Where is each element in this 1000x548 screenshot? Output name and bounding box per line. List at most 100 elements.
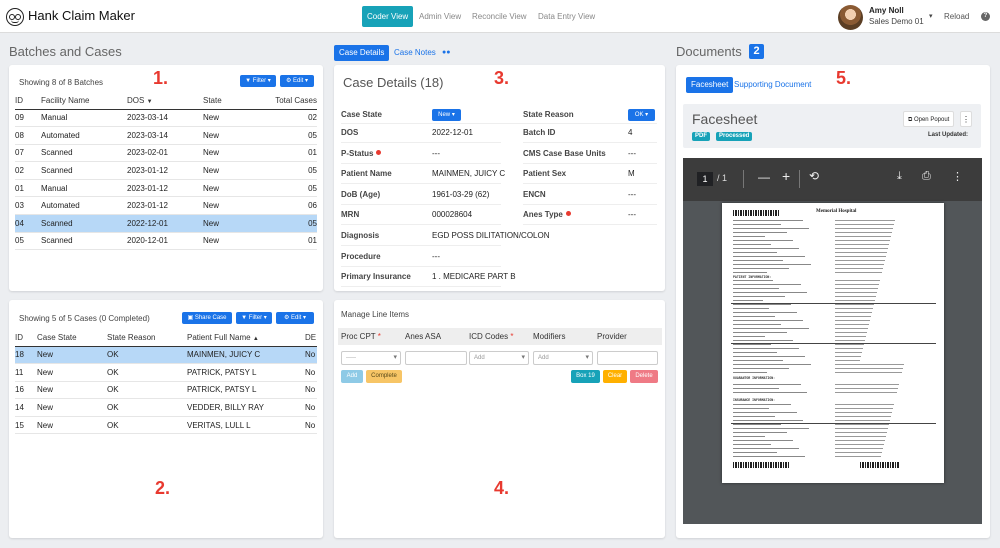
batch-row[interactable]: 07 Scanned 2023-02-01 New 01 bbox=[15, 144, 317, 163]
pdf-text-line bbox=[835, 452, 882, 453]
pdf-text-line bbox=[733, 456, 805, 457]
tab-case-notes[interactable]: Case Notes bbox=[394, 48, 436, 57]
batch-row[interactable]: 02 Scanned 2023-01-12 New 05 bbox=[15, 161, 317, 180]
box19-button[interactable]: Box 19 bbox=[571, 370, 600, 383]
batch-row[interactable]: 09 Manual 2023-03-14 New 02 bbox=[15, 109, 317, 128]
nav-coder-view[interactable]: Coder View bbox=[362, 6, 414, 27]
case-row[interactable]: 11 New OK PATRICK, PATSY L No bbox=[15, 363, 317, 382]
pdf-text-line bbox=[733, 236, 765, 237]
provider-input[interactable] bbox=[597, 351, 658, 365]
row-divider bbox=[341, 162, 501, 164]
icd-codes-select[interactable]: Add bbox=[469, 351, 529, 365]
col-state[interactable]: State bbox=[203, 93, 257, 110]
case-row[interactable]: 15 New OK VERITAS, LULL L No bbox=[15, 416, 317, 435]
col-facility-name[interactable]: Facility Name bbox=[41, 93, 127, 110]
nav-data-entry-view[interactable]: Data Entry View bbox=[538, 12, 596, 21]
pdf-text-line bbox=[835, 448, 883, 449]
batches-heading: Batches and Cases bbox=[9, 44, 122, 59]
batch-id: 03 bbox=[15, 196, 41, 216]
delete-button[interactable]: Delete bbox=[630, 370, 658, 383]
rotate-icon[interactable]: ⟲ bbox=[809, 169, 820, 183]
field-value: MAINMEN, JUICY C bbox=[432, 169, 506, 179]
zoom-in-icon[interactable]: + bbox=[782, 168, 791, 184]
batch-dos: 2020-12-01 bbox=[127, 232, 203, 251]
pdf-page-input[interactable]: 1 bbox=[697, 172, 713, 186]
pdf-text-line bbox=[835, 292, 877, 293]
pdf-text-line bbox=[733, 240, 793, 241]
batch-row[interactable]: 03 Automated 2023-01-12 New 06 bbox=[15, 196, 317, 216]
reload-link[interactable]: Reload bbox=[944, 12, 970, 21]
batch-state: New bbox=[203, 161, 257, 180]
col-de[interactable]: DE bbox=[305, 330, 317, 347]
user-menu-caret-icon[interactable]: ▾ bbox=[929, 13, 933, 20]
line-items-column-header: ICD Codes * bbox=[469, 332, 514, 341]
batch-row[interactable]: 05 Scanned 2020-12-01 New 01 bbox=[15, 232, 317, 251]
pdf-text-line bbox=[835, 228, 893, 229]
cases-edit-button[interactable]: ⚙ Edit ▾ bbox=[276, 312, 314, 324]
batch-row[interactable]: 01 Manual 2023-01-12 New 05 bbox=[15, 179, 317, 198]
required-star-icon: * bbox=[510, 332, 514, 341]
batch-dos: 2023-03-14 bbox=[127, 109, 203, 128]
pdf-text-line bbox=[733, 316, 775, 317]
pdf-more-kebab-icon[interactable]: ⋮ bbox=[952, 171, 963, 183]
batch-dos: 2022-12-01 bbox=[127, 214, 203, 233]
field-value: 1961-03-29 (62) bbox=[432, 189, 490, 199]
tab-supporting-document[interactable]: Supporting Document bbox=[734, 80, 812, 89]
anes-asa-input[interactable] bbox=[405, 351, 467, 365]
pdf-text-line bbox=[835, 420, 890, 421]
col-patient-full-name[interactable]: Patient Full Name ▲ bbox=[187, 330, 305, 347]
modifiers-select[interactable]: Add bbox=[533, 351, 593, 365]
nav-admin-view[interactable]: Admin View bbox=[419, 12, 462, 21]
field-label: ENCN bbox=[523, 189, 546, 199]
open-popout-button[interactable]: ⧉ Open Popout bbox=[903, 111, 955, 127]
pdf-text-line bbox=[733, 444, 771, 445]
batches-filter-button[interactable]: ▼ Filter ▾ bbox=[240, 75, 276, 87]
add-line-button[interactable]: Add bbox=[341, 370, 363, 383]
complete-button[interactable]: Complete bbox=[366, 370, 402, 383]
batches-edit-button[interactable]: ⚙ Edit ▾ bbox=[280, 75, 314, 87]
nav-reconcile-view[interactable]: Reconcile View bbox=[472, 12, 527, 21]
proc-cpt-select[interactable]: ----- bbox=[341, 351, 401, 365]
download-icon[interactable]: ⤓ bbox=[897, 170, 902, 182]
tab-case-details[interactable]: Case Details bbox=[334, 45, 390, 61]
divider bbox=[341, 123, 657, 124]
col-total-cases[interactable]: Total Cases bbox=[257, 93, 317, 110]
case-row[interactable]: 16 New OK PATRICK, PATSY L No bbox=[15, 381, 317, 400]
col-state-reason[interactable]: State Reason bbox=[107, 330, 187, 347]
zoom-out-icon[interactable]: — bbox=[758, 170, 770, 184]
col-case-id[interactable]: ID bbox=[15, 330, 37, 347]
row-divider bbox=[341, 224, 501, 226]
tab-facesheet[interactable]: Facesheet bbox=[686, 77, 734, 93]
batch-row[interactable]: 08 Automated 2023-03-14 New 05 bbox=[15, 126, 317, 145]
pdf-text-line bbox=[835, 280, 880, 281]
batch-facility: Automated bbox=[41, 196, 127, 216]
batch-facility: Scanned bbox=[41, 232, 127, 251]
pdf-text-line bbox=[835, 364, 904, 365]
col-case-state[interactable]: Case State bbox=[37, 330, 107, 347]
case-row[interactable]: 14 New OK VEDDER, BILLY RAY No bbox=[15, 398, 317, 417]
case-state-label: Case State bbox=[341, 110, 382, 119]
print-icon[interactable]: ⎙ bbox=[922, 170, 931, 182]
pdf-text-line bbox=[733, 312, 797, 313]
document-title: Facesheet bbox=[692, 111, 758, 127]
share-case-button[interactable]: ▣ Share Case bbox=[182, 312, 232, 324]
user-avatar[interactable] bbox=[838, 5, 863, 30]
document-menu-kebab-icon[interactable]: ⋮ bbox=[960, 111, 972, 127]
pdf-text-line bbox=[733, 368, 789, 369]
case-row[interactable]: 18 New OK MAINMEN, JUICY C No bbox=[15, 346, 317, 365]
cases-filter-button[interactable]: ▼ Filter ▾ bbox=[236, 312, 272, 324]
case-patient-name: MAINMEN, JUICY C bbox=[187, 346, 305, 365]
state-reason-dropdown[interactable]: OK ▾ bbox=[628, 109, 655, 121]
pdf-text-line bbox=[835, 356, 861, 357]
app-title: Hank Claim Maker bbox=[28, 8, 135, 23]
clear-button[interactable]: Clear bbox=[603, 370, 627, 383]
pdf-text-line bbox=[733, 284, 801, 285]
help-icon[interactable]: ? bbox=[981, 12, 990, 21]
col-dos[interactable]: DOS ▼ bbox=[127, 93, 203, 110]
batch-dos: 2023-01-12 bbox=[127, 196, 203, 216]
last-updated-label: Last Updated: bbox=[928, 132, 969, 138]
col-id[interactable]: ID bbox=[15, 93, 41, 110]
batch-row[interactable]: 04 Scanned 2022-12-01 New 05 bbox=[15, 214, 317, 233]
pdf-text-line bbox=[733, 452, 777, 453]
case-state-dropdown[interactable]: New ▾ bbox=[432, 109, 461, 121]
